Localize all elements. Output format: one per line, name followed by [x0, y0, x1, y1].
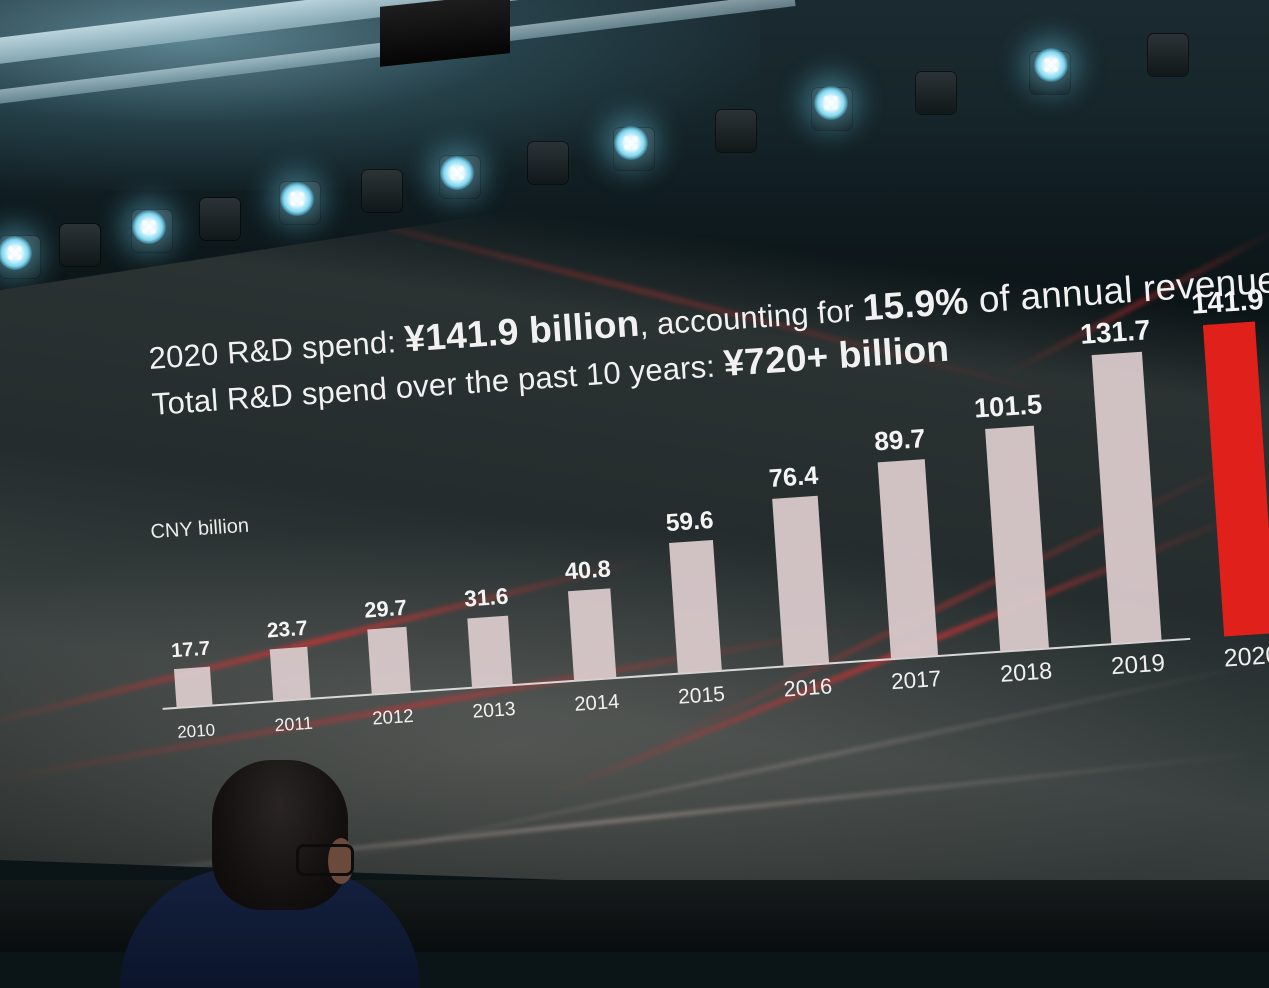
slide: 2020 R&D spend: ¥141.9 billion, accounti…: [130, 159, 1269, 788]
bar-2018: [985, 425, 1049, 652]
value-label-2013: 31.6: [463, 583, 509, 612]
x-tick-label-2013: 2013: [472, 698, 517, 723]
value-label-2015: 59.6: [665, 507, 714, 537]
value-label-2018: 101.5: [973, 388, 1043, 424]
stage-light-lamp: [0, 236, 32, 270]
bar-2015: [669, 539, 722, 674]
x-tick-label-2011: 2011: [274, 713, 314, 736]
x-tick-label-2010: 2010: [177, 720, 216, 742]
stage-light-lamp: [1034, 48, 1068, 82]
x-tick-label-2019: 2019: [1110, 650, 1166, 681]
bar-2019: [1091, 351, 1162, 645]
stage-light-lamp: [132, 210, 166, 244]
bar-2010: [173, 666, 213, 708]
stage-light-lamp: [440, 156, 474, 190]
stage-light-fixture: [716, 110, 756, 152]
value-label-2016: 76.4: [768, 462, 819, 493]
stage-light-fixture: [916, 72, 956, 114]
value-label-2017: 89.7: [873, 423, 926, 456]
value-label-2012: 29.7: [364, 595, 408, 623]
x-tick-label-2015: 2015: [677, 683, 725, 709]
stage-light-lamp: [814, 86, 848, 120]
bar-2013: [467, 615, 513, 688]
value-label-2010: 17.7: [171, 638, 211, 663]
stage-light-fixture: [528, 142, 568, 184]
stage-light-fixture: [60, 224, 100, 266]
rd-spend-bar-chart: 17.7 2010 23.7 2011 29.7 2012 31.6 2013 40.8 2014…: [162, 284, 1269, 742]
x-tick-label-2018: 2018: [999, 657, 1053, 686]
x-tick-label-2020: 2020: [1223, 641, 1269, 673]
bar-2012: [367, 626, 411, 695]
stage-light-fixture: [1148, 34, 1188, 76]
value-label-2019: 131.7: [1079, 314, 1151, 350]
bar-2016: [772, 495, 830, 667]
x-tick-label-2017: 2017: [890, 666, 942, 694]
stage-light-lamp: [280, 182, 314, 216]
value-label-2020: 141.9: [1190, 284, 1265, 321]
x-tick-label-2014: 2014: [574, 691, 620, 716]
bar-2014: [567, 588, 617, 681]
bar-2020: [1202, 321, 1269, 637]
presentation-screen: 2020 R&D spend: ¥141.9 billion, accounti…: [0, 95, 1269, 905]
value-label-2011: 23.7: [266, 617, 308, 643]
audience-member-glasses: [296, 844, 354, 876]
bar-2017: [877, 459, 939, 660]
stage-light-fixture: [362, 170, 402, 212]
x-tick-label-2012: 2012: [372, 705, 415, 729]
stage-light-lamp: [614, 126, 648, 160]
audience-member-head: [212, 760, 348, 910]
value-label-2014: 40.8: [564, 556, 612, 585]
audience-member: [120, 760, 440, 988]
stage-light-fixture: [200, 198, 240, 240]
screen-haze: [0, 520, 1269, 900]
x-tick-label-2016: 2016: [783, 673, 833, 701]
bar-2011: [269, 646, 311, 702]
